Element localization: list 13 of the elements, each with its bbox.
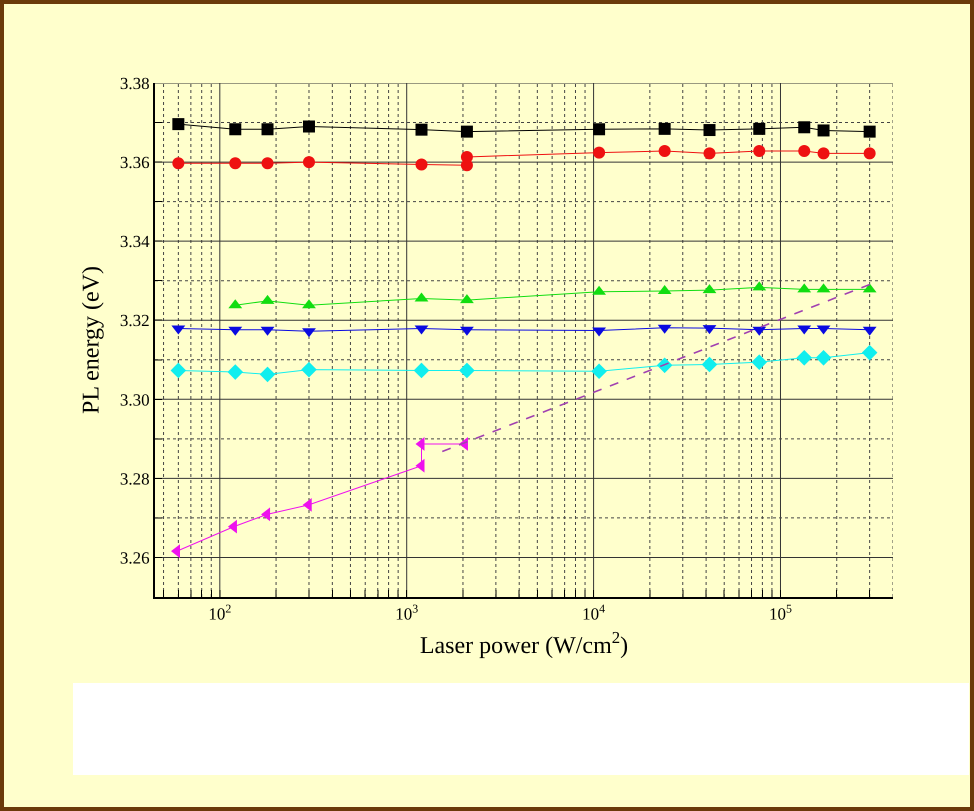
- x-tick-label: 10$^{5}$: [769, 601, 792, 624]
- x-tick-label: 10$^{4}$: [582, 601, 606, 624]
- y-tick-label: 3.32: [120, 311, 150, 330]
- y-tick-label: 3.26: [120, 548, 150, 568]
- y-tick-label: 3.30: [120, 390, 150, 410]
- y-tick-label: 3.36: [120, 153, 150, 172]
- y-tick-label: 3.38: [120, 74, 150, 93]
- y-tick-label: 3.28: [120, 469, 150, 488]
- y-tick-label: 3.34: [120, 232, 150, 252]
- x-tick-label: 10$^{2}$: [208, 601, 232, 624]
- y-axis-title: PL energy (eV): [78, 266, 104, 414]
- x-tick-label: 10$^{3}$: [395, 601, 418, 624]
- x-axis-title: Laser power (W/cm$^{2}$): [420, 628, 628, 660]
